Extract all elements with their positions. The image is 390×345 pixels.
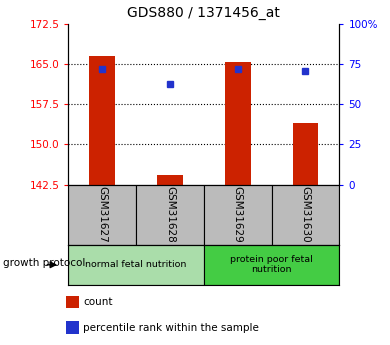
Bar (66, 296, 79, 308)
Text: growth protocol: growth protocol (4, 258, 86, 268)
Text: GSM31628: GSM31628 (165, 186, 175, 243)
Bar (204, 185, 271, 245)
Bar (157, 176, 183, 185)
Text: normal fetal nutrition: normal fetal nutrition (85, 260, 187, 269)
Bar (68, 245, 204, 285)
Title: GDS880 / 1371456_at: GDS880 / 1371456_at (128, 6, 280, 20)
Bar (271, 185, 339, 245)
Bar (225, 61, 250, 185)
Text: percentile rank within the sample: percentile rank within the sample (83, 323, 259, 333)
Text: GSM31627: GSM31627 (97, 186, 107, 243)
Text: GSM31629: GSM31629 (233, 186, 243, 243)
Bar (66, 322, 79, 334)
Bar (136, 185, 204, 245)
Bar (292, 123, 318, 185)
Text: count: count (83, 297, 113, 307)
Text: GSM31630: GSM31630 (300, 186, 310, 243)
Bar (89, 56, 115, 185)
Text: protein poor fetal
nutrition: protein poor fetal nutrition (230, 255, 313, 275)
Bar (68, 185, 136, 245)
Bar (204, 245, 339, 285)
